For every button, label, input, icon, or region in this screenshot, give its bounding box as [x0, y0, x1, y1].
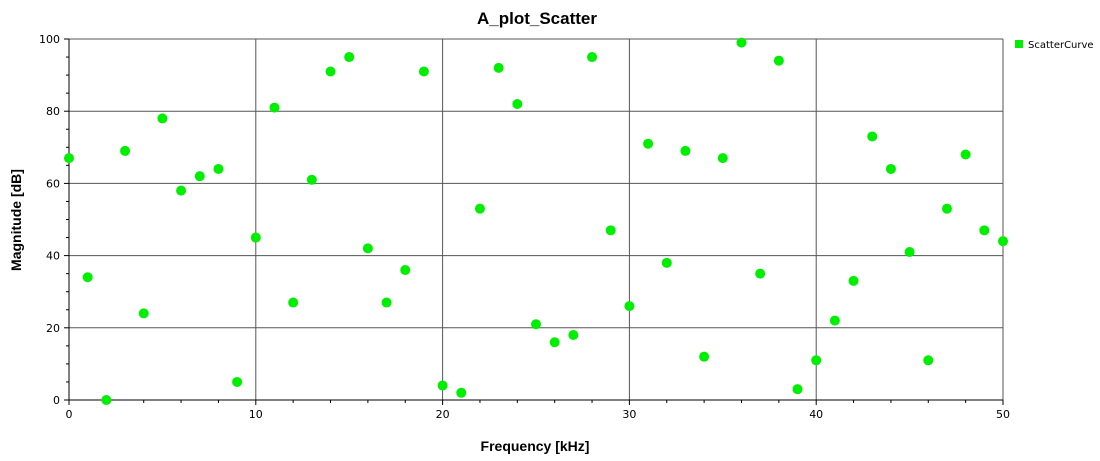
scatter-point: [998, 236, 1008, 247]
x-tick-label: 10: [249, 408, 263, 421]
x-tick-label: 50: [996, 408, 1010, 421]
scatter-point: [194, 171, 205, 182]
scatter-point: [325, 66, 336, 77]
scatter-point: [680, 145, 691, 156]
scatter-point: [213, 163, 224, 174]
scatter-point: [531, 319, 541, 330]
scatter-point: [811, 355, 822, 366]
chart-title: A_plot_Scatter: [477, 9, 597, 28]
axis-layer: 0 10 20 30 40 50 0 20 40 60 80 100: [39, 33, 1010, 421]
scatter-point: [437, 380, 448, 391]
scatter-point: [979, 225, 990, 236]
scatter-point: [624, 301, 635, 312]
x-tick-label: 40: [809, 408, 823, 421]
scatter-point: [381, 297, 392, 308]
scatter-point: [699, 351, 710, 362]
scatter-point: [549, 337, 560, 348]
scatter-point: [176, 185, 187, 196]
points-layer: [64, 37, 1008, 405]
scatter-point: [755, 268, 766, 279]
scatter-point: [456, 387, 467, 398]
x-tick-label: 0: [66, 408, 73, 421]
scatter-point: [400, 265, 411, 276]
y-tick-label: 60: [46, 177, 60, 190]
grid-layer: [68, 38, 1004, 401]
scatter-point: [923, 355, 934, 366]
scatter-point: [661, 257, 672, 268]
scatter-point: [568, 330, 579, 341]
legend: ScatterCurve: [1015, 40, 1094, 51]
scatter-point: [717, 153, 728, 164]
scatter-point: [344, 52, 355, 63]
y-tick-label: 80: [46, 105, 60, 118]
scatter-point: [829, 315, 840, 326]
legend-label: ScatterCurve: [1028, 40, 1094, 51]
x-axis-label: Frequency [kHz]: [481, 438, 590, 454]
scatter-point: [101, 395, 112, 405]
scatter-point: [848, 275, 859, 286]
scatter-point: [941, 203, 952, 214]
y-tick-label: 20: [46, 322, 60, 335]
scatter-point: [904, 246, 915, 257]
y-tick-label: 100: [39, 33, 60, 46]
scatter-point: [138, 308, 149, 319]
x-tick-label: 30: [622, 408, 636, 421]
scatter-point: [64, 153, 74, 164]
scatter-point: [474, 203, 485, 214]
scatter-point: [587, 52, 598, 63]
y-tick-label: 40: [46, 250, 60, 263]
scatter-point: [232, 376, 243, 387]
scatter-point: [493, 62, 504, 73]
scatter-point: [269, 102, 280, 113]
scatter-point: [605, 225, 616, 236]
scatter-point: [362, 243, 373, 254]
scatter-point: [82, 272, 93, 283]
scatter-point: [736, 37, 747, 48]
x-tick-label: 20: [436, 408, 450, 421]
scatter-point: [792, 384, 803, 395]
scatter-point: [418, 66, 429, 77]
scatter-point: [306, 174, 317, 185]
scatter-point: [960, 149, 971, 160]
scatter-point: [120, 145, 131, 156]
scatter-point: [288, 297, 299, 308]
legend-marker: [1015, 40, 1023, 48]
scatter-point: [867, 131, 878, 142]
scatter-point: [643, 138, 654, 149]
y-axis-label: Magnitude [dB]: [8, 169, 24, 271]
scatter-point: [157, 113, 168, 124]
scatter-point: [885, 163, 896, 174]
scatter-point: [773, 55, 784, 66]
scatter-point: [512, 98, 523, 109]
scatter-point: [250, 232, 261, 243]
y-tick-label: 0: [53, 394, 60, 407]
